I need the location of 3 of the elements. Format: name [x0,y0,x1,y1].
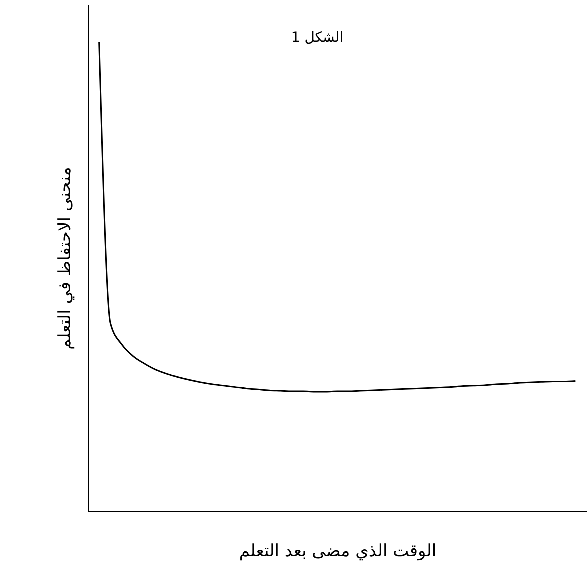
x-axis-title: الوقت الذي مضى بعد التعلم [239,542,437,562]
y-axis-title: منحنى الاحتفاظ في التعلم [56,167,76,350]
chart-title: الشكل 1 [291,30,344,46]
